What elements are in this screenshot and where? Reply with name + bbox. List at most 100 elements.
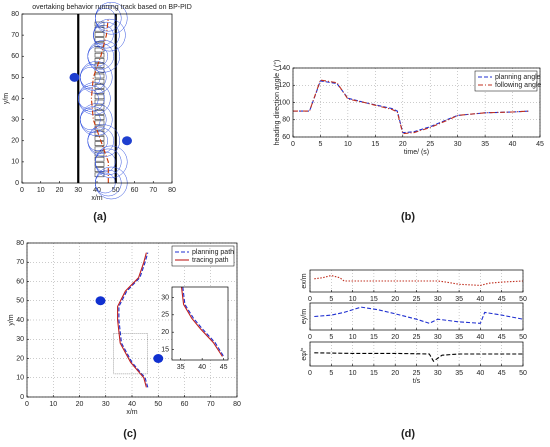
safety-circle [78, 82, 111, 115]
legend-label: planning angle [495, 74, 541, 81]
vehicle-outline [94, 104, 105, 110]
series-line [293, 79, 530, 135]
vehicle-outline [94, 37, 105, 42]
x-tick-label: 5 [329, 370, 333, 377]
x-tick-label: 35 [455, 296, 463, 303]
y-axis-label: eφ/° [300, 347, 308, 360]
y-tick-label: 0 [15, 180, 19, 187]
panel-label: (d) [401, 428, 415, 440]
y-tick-label: 20 [16, 355, 24, 362]
vehicle-outline [94, 156, 105, 162]
x-tick-label: 20 [76, 401, 84, 408]
vehicle-outline [94, 141, 105, 146]
y-axis-label: y/m [8, 314, 15, 325]
x-tick-label: 50 [154, 401, 162, 408]
legend-label: planning path [192, 249, 234, 256]
y-tick-label: 40 [16, 317, 24, 324]
x-tick-label: 45 [498, 296, 506, 303]
x-tick-label: 40 [128, 401, 136, 408]
x-tick-label: 25 [413, 296, 421, 303]
chart: 35 40 45 15 20 25 30 [161, 286, 229, 371]
chart: 0 5 10 15 20 25 30 35 40 45 60 80 100 120 140 planning … [273, 60, 544, 223]
x-tick-label: 35 [481, 141, 489, 148]
y-axis-label: heading direction angle / (°) [273, 60, 281, 146]
x-axis-label: x/m [91, 195, 102, 202]
safety-circle [95, 145, 128, 179]
series-line [90, 18, 109, 183]
y-tick-label: 30 [11, 116, 19, 123]
safety-circle [80, 103, 113, 136]
x-tick-label: 40 [509, 141, 517, 148]
chart: 0 5 10 15 20 25 30 35 40 45 50 ex/m [301, 269, 527, 303]
obstacle [95, 296, 106, 306]
y-tick-label: 15 [161, 346, 169, 353]
x-tick-label: 40 [477, 370, 485, 377]
panel-label: (a) [93, 211, 107, 223]
x-tick-label: 40 [477, 334, 485, 341]
zoom-region [113, 333, 148, 375]
series-line [314, 274, 524, 286]
x-tick-label: 50 [519, 296, 527, 303]
x-tick-label: 50 [112, 187, 120, 194]
y-axis-label: ey/m [301, 309, 308, 324]
chart: 0 10 20 30 40 50 60 70 8001020304050607080overta… [3, 1, 192, 223]
x-tick-label: 0 [291, 141, 295, 148]
x-tick-label: 15 [370, 370, 378, 377]
vehicle-outline [94, 68, 105, 74]
x-tick-label: 25 [413, 334, 421, 341]
x-tick-label: 10 [349, 334, 357, 341]
x-tick-label: 60 [131, 187, 139, 194]
x-tick-label: 0 [308, 334, 312, 341]
x-tick-label: 30 [434, 296, 442, 303]
x-tick-label: 20 [399, 141, 407, 148]
x-tick-label: 15 [370, 296, 378, 303]
obstacle [69, 72, 80, 82]
y-tick-label: 20 [161, 329, 169, 336]
plot-frame [309, 302, 524, 331]
x-tick-label: 50 [519, 370, 527, 377]
x-tick-label: 45 [498, 370, 506, 377]
series-line [314, 352, 523, 362]
series-line [314, 306, 524, 324]
y-tick-label: 80 [11, 11, 19, 18]
panel-label: (c) [123, 428, 137, 440]
x-tick-label: 5 [329, 296, 333, 303]
y-tick-label: 20 [11, 138, 19, 145]
y-tick-label: 30 [161, 294, 169, 301]
x-tick-label: 15 [371, 141, 379, 148]
vehicle-outline [94, 162, 105, 167]
x-tick-label: 80 [168, 187, 176, 194]
x-tick-label: 30 [454, 141, 462, 148]
x-tick-label: 0 [308, 296, 312, 303]
x-tick-label: 0 [20, 187, 24, 194]
y-tick-label: 70 [16, 259, 24, 266]
y-tick-label: 0 [20, 394, 24, 401]
x-tick-label: 30 [434, 334, 442, 341]
x-tick-label: 20 [391, 296, 399, 303]
vehicle-outline [94, 58, 105, 63]
chart: 0 5 10 15 20 25 30 35 40 45 50 t/s eφ/° (d) [300, 341, 527, 440]
x-tick-label: 45 [536, 141, 544, 148]
x-tick-label: 70 [149, 187, 157, 194]
safety-circle [80, 61, 113, 94]
y-tick-label: 80 [16, 240, 24, 247]
x-tick-label: 35 [455, 334, 463, 341]
chart: 0 5 10 15 20 25 30 35 40 45 50 ey/m [301, 302, 527, 341]
x-tick-label: 0 [25, 401, 29, 408]
y-tick-label: 120 [278, 82, 290, 89]
x-tick-label: 70 [207, 401, 215, 408]
vehicle-outline [94, 63, 105, 68]
x-tick-label: 80 [233, 401, 241, 408]
vehicle-outline [94, 52, 105, 58]
y-axis-label: y/m [3, 93, 10, 104]
y-tick-label: 100 [278, 99, 290, 106]
safety-circle [95, 151, 116, 173]
x-tick-label: 0 [308, 370, 312, 377]
plot-frame [26, 242, 238, 398]
chart-title: overtaking behavior running track based … [32, 4, 192, 11]
x-tick-label: 20 [391, 334, 399, 341]
series-line [180, 286, 223, 357]
x-tick-label: 5 [329, 334, 333, 341]
plot-frame [309, 269, 524, 293]
